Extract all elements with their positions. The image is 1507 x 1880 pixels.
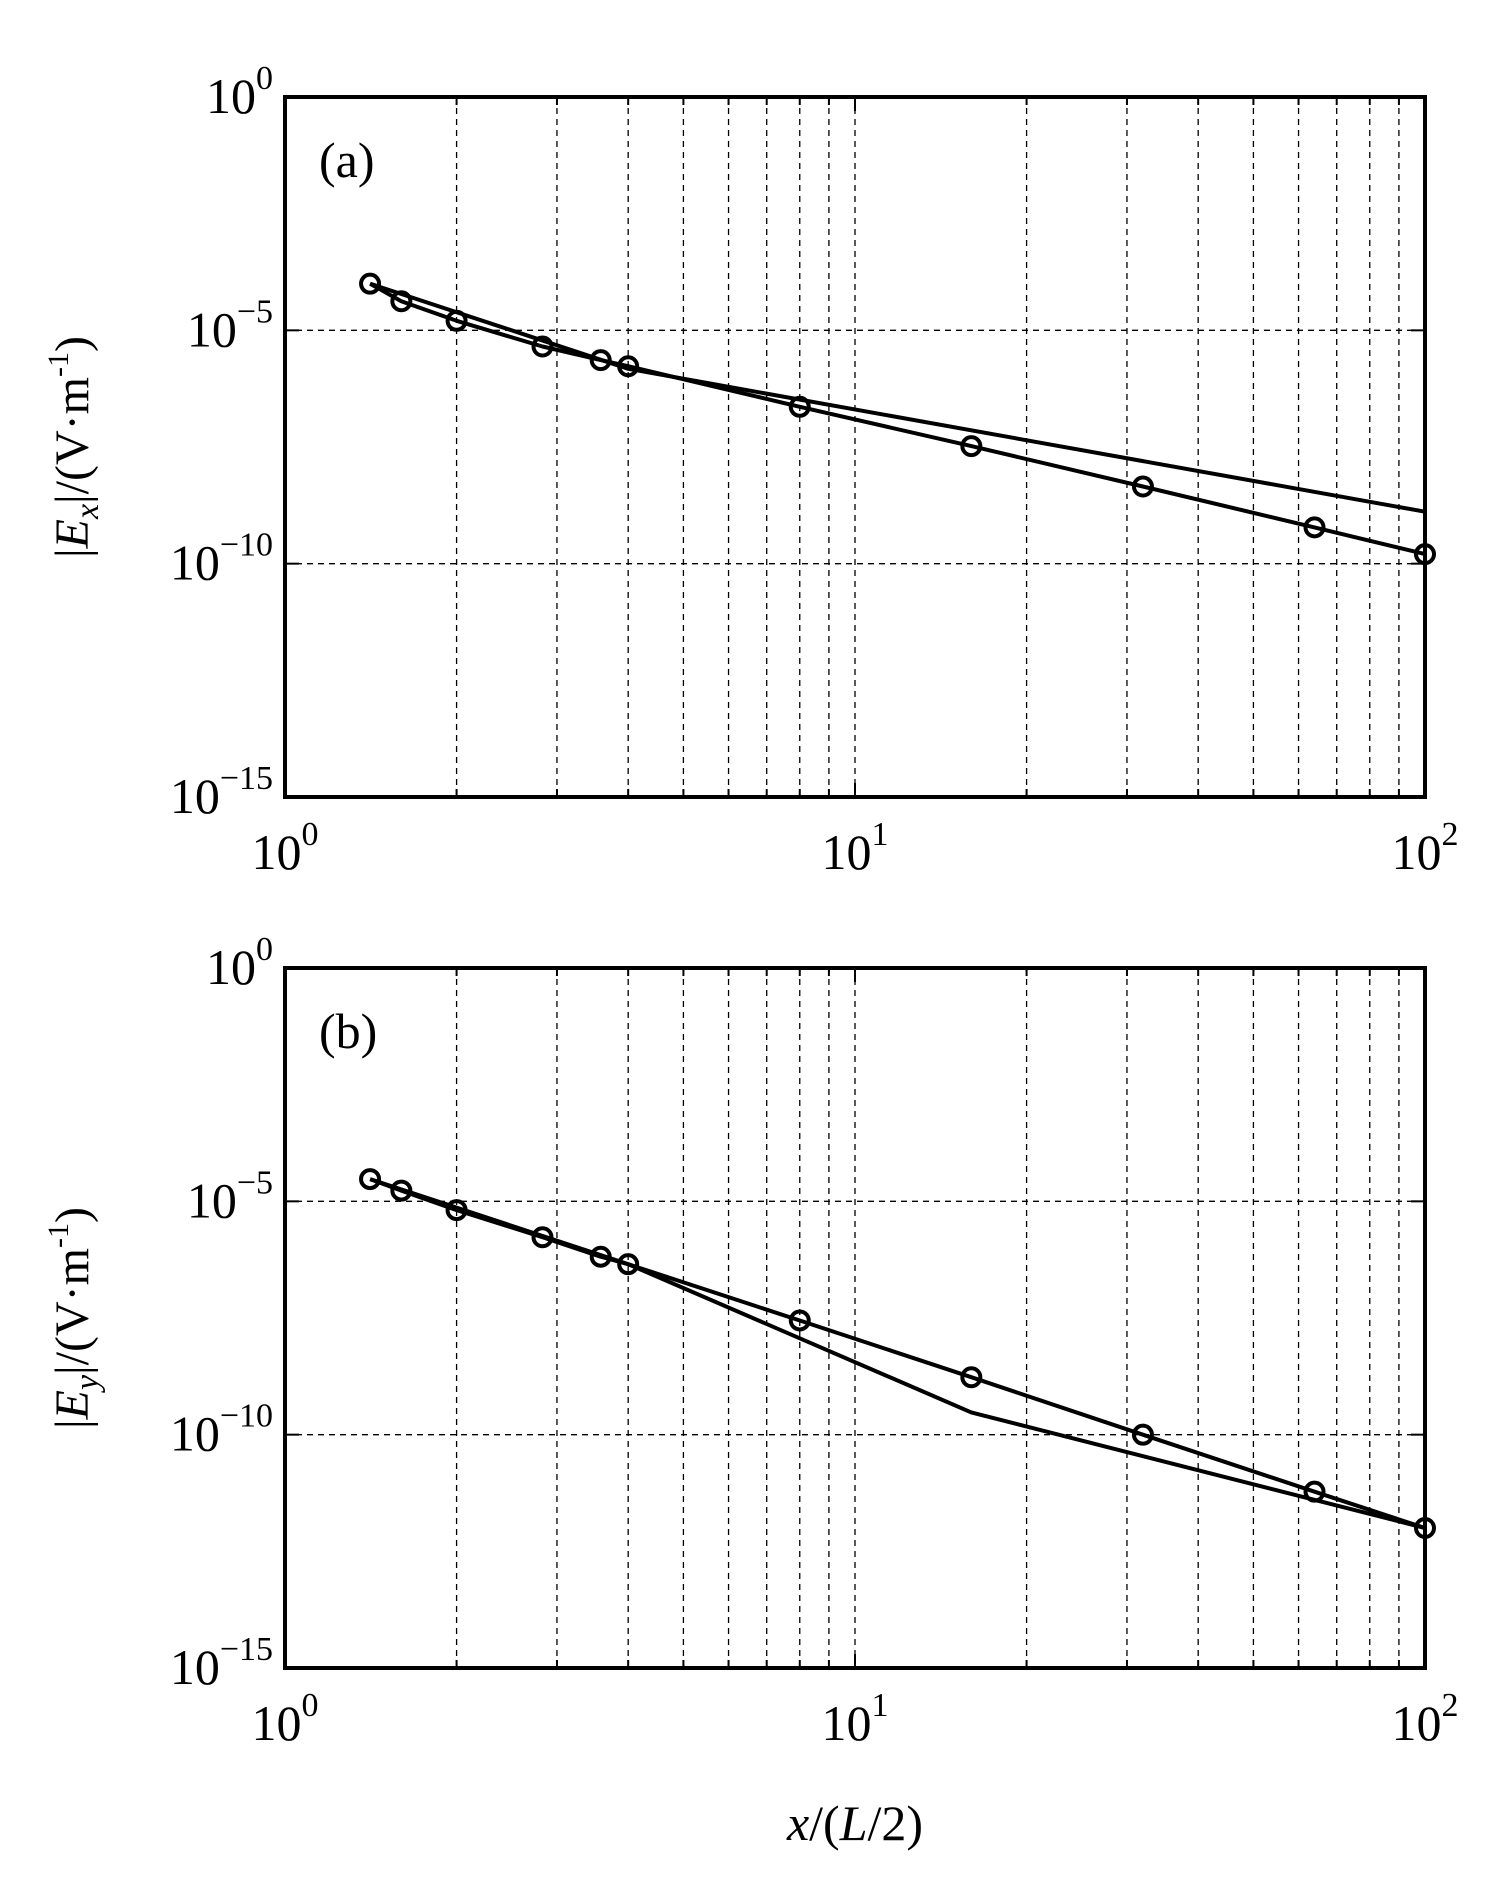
- series-1-point: [1303, 516, 1326, 539]
- y-tick-label: 100: [206, 931, 273, 995]
- panel-b-y-tick-labels: 100 10−5 10−10 10−15: [170, 931, 273, 1695]
- y-tick-label: 10−10: [170, 527, 273, 591]
- y-tick-label: 10−10: [170, 1398, 273, 1462]
- series-1-point: [788, 1309, 811, 1332]
- series-2-line: [369, 281, 1426, 514]
- series-1-point: [617, 1253, 640, 1276]
- series-1-point: [531, 335, 554, 358]
- panel-a-y-axis-label: |Ex|/(V·m-1): [42, 336, 106, 558]
- panel-b: (b) 100 101 102 100 10−5 10−10 10−15 |Ey|/(V·…: [42, 931, 1459, 1851]
- x-tick-label: 101: [822, 816, 889, 880]
- panel-a-ticks: [285, 97, 1425, 797]
- x-tick-label: 102: [1392, 1687, 1459, 1751]
- panel-a: (a) 100 101 102 100 10−5 10−10 10−15 |Ex|/(V·…: [42, 60, 1459, 880]
- x-tick-label: 100: [252, 1687, 319, 1751]
- panel-b-grid: [285, 968, 1425, 1668]
- y-tick-label: 100: [206, 60, 273, 124]
- panel-b-y-axis-label: |Ey|/(V·m-1): [42, 1207, 106, 1429]
- series-1-point: [359, 272, 382, 295]
- panel-a-series: [359, 272, 1436, 566]
- panel-b-series: [359, 1168, 1436, 1539]
- series-1-point: [589, 349, 612, 372]
- panel-b-label: (b): [319, 1003, 377, 1059]
- series-1-point: [960, 435, 983, 458]
- series-1-point: [1131, 475, 1154, 498]
- y-tick-label: 10−5: [187, 1164, 273, 1228]
- series-1-line: [369, 281, 1426, 557]
- series-1-point: [1131, 1423, 1154, 1446]
- y-tick-label: 10−15: [170, 760, 273, 824]
- panel-b-ticks: [285, 968, 1425, 1668]
- panel-b-x-axis-label: x/(L/2): [786, 1795, 923, 1851]
- y-tick-label: 10−15: [170, 1631, 273, 1695]
- x-tick-label: 102: [1392, 816, 1459, 880]
- x-tick-label: 101: [822, 1687, 889, 1751]
- y-tick-label: 10−5: [187, 293, 273, 357]
- series-1-point: [960, 1366, 983, 1389]
- series-1-point: [359, 1168, 382, 1191]
- panel-a-grid: [285, 97, 1425, 797]
- panel-a-y-tick-labels: 100 10−5 10−10 10−15: [170, 60, 273, 824]
- panel-a-x-tick-labels: 100 101 102: [252, 816, 1459, 880]
- panel-a-label: (a): [319, 132, 375, 188]
- series-2-line: [369, 1177, 1426, 1530]
- x-tick-label: 100: [252, 816, 319, 880]
- panel-b-x-tick-labels: 100 101 102: [252, 1687, 1459, 1751]
